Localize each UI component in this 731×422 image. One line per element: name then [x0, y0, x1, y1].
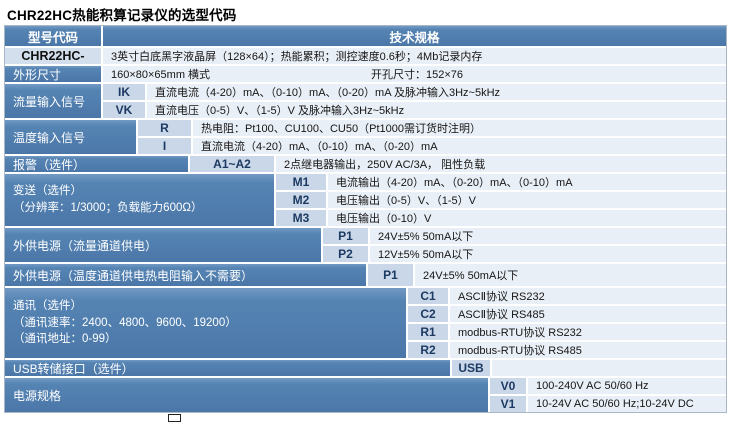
table-row: IK 直流电流（4-20）mA、（0-10）mA、（0-20）mA 及脉冲输入3…: [103, 84, 726, 100]
model-spec-cell: 3英寸白底黑字液晶屏（128×64）；热能累积；测控速度0.6秒；4Mb记录内存: [103, 48, 726, 64]
spec-cell: ASCⅡ协议 RS485: [450, 306, 726, 322]
usb-row: USB转储接口（选件） USB: [5, 360, 726, 376]
spec-cell: 2点继电器输出，250V AC/3A， 阻性负载: [276, 156, 726, 172]
code-cell-p2: P2: [323, 246, 368, 262]
power-label-cell: 电源规格: [5, 378, 488, 412]
code-cell-c2: C2: [408, 306, 448, 322]
comm-label-cell: 通讯（选件） （通讯速率：2400、4800、9600、19200） （通讯地址…: [5, 288, 406, 358]
table-row: VK 直流电压（0-5）V、（1-5）V 及脉冲输入3Hz~5kHz: [103, 102, 726, 118]
usb-label-cell: USB转储接口（选件）: [5, 360, 450, 376]
spec-cell: 直流电流（4-20）mA、（0-10）mA、（0-20）mA 及脉冲输入3Hz~…: [147, 84, 726, 100]
code-cell-p1-temp: P1: [368, 264, 413, 286]
code-cell-a1a2: A1~A2: [190, 156, 274, 172]
table-row: R1 modbus-RTU协议 RS232: [408, 324, 726, 340]
spec-cell: modbus-RTU协议 RS485: [450, 342, 726, 358]
spec-cell: 10-24V AC 50/60 Hz;10-24V DC: [528, 396, 726, 412]
table-row: M2 电压输出（0-5）V、（1-5）V: [276, 192, 726, 208]
table-row: R2 modbus-RTU协议 RS485: [408, 342, 726, 358]
ext-power-flow-label-cell: 外供电源（流量通道供电）: [5, 228, 321, 262]
spec-cell: 12V±5% 50mA以下: [370, 246, 726, 262]
page-title: CHR22HC热能积算记录仪的选型代码: [7, 8, 237, 23]
selection-code-table: 型号代码 技术规格 CHR22HC- 3英寸白底黑字液晶屏（128×64）；热能…: [4, 25, 727, 413]
transmit-label-line2: （分辨率：1/3000；负载能力600Ω）: [13, 202, 203, 214]
code-cell-m3: M3: [276, 210, 326, 226]
table-row: M1 电流输出（4-20）mA、（0-20）mA、（0-10）mA: [276, 174, 726, 190]
power-group: 电源规格 V0 100-240V AC 50/60 Hz V1 10-24V A…: [5, 378, 726, 412]
spec-cell-empty: [492, 360, 726, 376]
table-header-row: 型号代码 技术规格: [5, 26, 726, 46]
spec-cell: 电流输出（4-20）mA、（0-20）mA、（0-10）mA: [328, 174, 726, 190]
code-cell-usb: USB: [452, 360, 490, 376]
header-model-code-cell: 型号代码: [5, 26, 101, 46]
transmit-label-line1: 变送（选件）: [13, 185, 82, 198]
ext-power-temp-row: 外供电源（温度通道供电热电阻输入不需要） P1 24V±5% 50mA以下: [5, 264, 726, 286]
code-cell-c1: C1: [408, 288, 448, 304]
code-cell-m2: M2: [276, 192, 326, 208]
flow-input-label-cell: 流量输入信号: [5, 84, 101, 118]
table-row: P1 24V±5% 50mA以下: [323, 228, 726, 244]
table-row: V0 100-240V AC 50/60 Hz: [490, 378, 726, 394]
code-cell-i: I: [138, 138, 191, 154]
table-row: I 直流电流（4-20）mA、（0-10）mA、（0-20）mA: [138, 138, 726, 154]
comm-group: 通讯（选件） （通讯速率：2400、4800、9600、19200） （通讯地址…: [5, 288, 726, 358]
comm-label-line2: （通讯速率：2400、4800、9600、19200）: [13, 316, 237, 329]
dimension-row: 外形尺寸 160×80×65mm 横式 开孔尺寸：152×76: [5, 66, 726, 82]
dimension-cutout-text: 开孔尺寸：152×76: [371, 69, 464, 81]
alarm-label-cell: 报警（选件）: [5, 156, 188, 172]
table-row: V1 10-24V AC 50/60 Hz;10-24V DC: [490, 396, 726, 412]
dimension-label-cell: 外形尺寸: [5, 66, 101, 82]
transmit-group: 变送（选件） （分辨率：1/3000；负载能力600Ω） M1 电流输出（4-2…: [5, 174, 726, 226]
model-row: CHR22HC- 3英寸白底黑字液晶屏（128×64）；热能累积；测控速度0.6…: [5, 48, 726, 64]
ext-power-temp-label-cell: 外供电源（温度通道供电热电阻输入不需要）: [5, 264, 366, 286]
dimension-spec-cell: 160×80×65mm 横式 开孔尺寸：152×76: [103, 66, 726, 82]
spec-cell: 直流电压（0-5）V、（1-5）V 及脉冲输入3Hz~5kHz: [147, 102, 726, 118]
flow-input-group: 流量输入信号 IK 直流电流（4-20）mA、（0-10）mA、（0-20）mA…: [5, 84, 726, 118]
ext-power-flow-group: 外供电源（流量通道供电） P1 24V±5% 50mA以下 P2 12V±5% …: [5, 228, 726, 262]
table-row: C2 ASCⅡ协议 RS485: [408, 306, 726, 322]
dimension-size-text: 160×80×65mm 横式: [111, 69, 211, 81]
spec-cell: ASCⅡ协议 RS232: [450, 288, 726, 304]
spec-cell: 100-240V AC 50/60 Hz: [528, 378, 726, 394]
spec-cell: 24V±5% 50mA以下: [370, 228, 726, 244]
comm-label-line3: （通讯地址：0-99）: [13, 333, 117, 346]
table-row: M3 电压输出（0-10）V: [276, 210, 726, 226]
cropped-artifact-box: [168, 414, 181, 422]
code-cell-ik: IK: [103, 84, 145, 100]
table-row: R 热电阻：Pt100、CU100、CU50（Pt1000需订货时注明）: [138, 120, 726, 136]
spec-cell: 电压输出（0-10）V: [328, 210, 726, 226]
spec-cell: 直流电流（4-20）mA、（0-10）mA、（0-20）mA: [193, 138, 726, 154]
spec-cell: modbus-RTU协议 RS232: [450, 324, 726, 340]
code-cell-r: R: [138, 120, 191, 136]
temp-input-group: 温度输入信号 R 热电阻：Pt100、CU100、CU50（Pt1000需订货时…: [5, 120, 726, 154]
code-cell-p1: P1: [323, 228, 368, 244]
spec-cell: 24V±5% 50mA以下: [415, 264, 726, 286]
code-cell-v1: V1: [490, 396, 526, 412]
code-cell-r2: R2: [408, 342, 448, 358]
temp-input-label-cell: 温度输入信号: [5, 120, 136, 154]
comm-label-line1: 通讯（选件）: [13, 299, 82, 312]
transmit-label-cell: 变送（选件） （分辨率：1/3000；负载能力600Ω）: [5, 174, 274, 226]
alarm-row: 报警（选件） A1~A2 2点继电器输出，250V AC/3A， 阻性负载: [5, 156, 726, 172]
code-cell-m1: M1: [276, 174, 326, 190]
table-row: C1 ASCⅡ协议 RS232: [408, 288, 726, 304]
code-cell-v0: V0: [490, 378, 526, 394]
model-code-cell: CHR22HC-: [5, 48, 101, 64]
code-cell-vk: VK: [103, 102, 145, 118]
header-tech-spec-cell: 技术规格: [103, 26, 726, 46]
spec-cell: 热电阻：Pt100、CU100、CU50（Pt1000需订货时注明）: [193, 120, 726, 136]
code-cell-r1: R1: [408, 324, 448, 340]
spec-cell: 电压输出（0-5）V、（1-5）V: [328, 192, 726, 208]
table-row: P2 12V±5% 50mA以下: [323, 246, 726, 262]
